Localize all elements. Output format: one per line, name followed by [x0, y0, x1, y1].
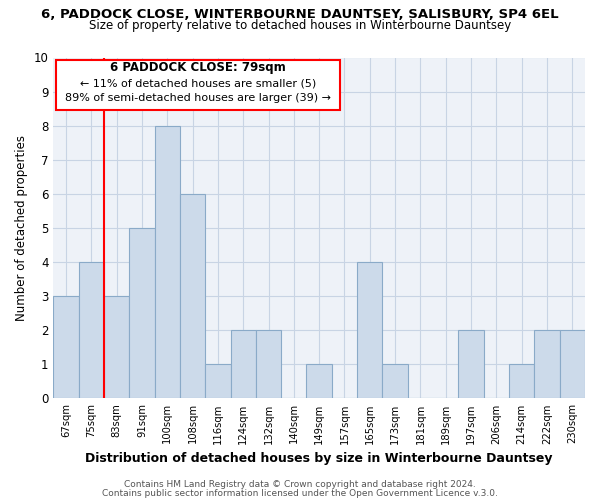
Bar [535, 330, 560, 398]
X-axis label: Distribution of detached houses by size in Winterbourne Dauntsey: Distribution of detached houses by size … [85, 452, 553, 465]
Bar [382, 364, 408, 398]
Bar [256, 330, 281, 398]
Bar [104, 296, 129, 398]
Text: 6 PADDOCK CLOSE: 79sqm: 6 PADDOCK CLOSE: 79sqm [110, 62, 286, 74]
Text: 6, PADDOCK CLOSE, WINTERBOURNE DAUNTSEY, SALISBURY, SP4 6EL: 6, PADDOCK CLOSE, WINTERBOURNE DAUNTSEY,… [41, 8, 559, 20]
Text: 89% of semi-detached houses are larger (39) →: 89% of semi-detached houses are larger (… [65, 93, 331, 103]
Bar [509, 364, 535, 398]
Text: Contains public sector information licensed under the Open Government Licence v.: Contains public sector information licen… [102, 488, 498, 498]
Bar [53, 296, 79, 398]
Bar [458, 330, 484, 398]
Bar [560, 330, 585, 398]
Bar [155, 126, 180, 398]
Bar [205, 364, 230, 398]
Bar [129, 228, 155, 398]
Bar [180, 194, 205, 398]
Text: Contains HM Land Registry data © Crown copyright and database right 2024.: Contains HM Land Registry data © Crown c… [124, 480, 476, 489]
Text: ← 11% of detached houses are smaller (5): ← 11% of detached houses are smaller (5) [80, 78, 316, 88]
Text: Size of property relative to detached houses in Winterbourne Dauntsey: Size of property relative to detached ho… [89, 18, 511, 32]
Y-axis label: Number of detached properties: Number of detached properties [15, 135, 28, 321]
Bar [357, 262, 382, 398]
Bar [79, 262, 104, 398]
Bar [307, 364, 332, 398]
Bar [230, 330, 256, 398]
